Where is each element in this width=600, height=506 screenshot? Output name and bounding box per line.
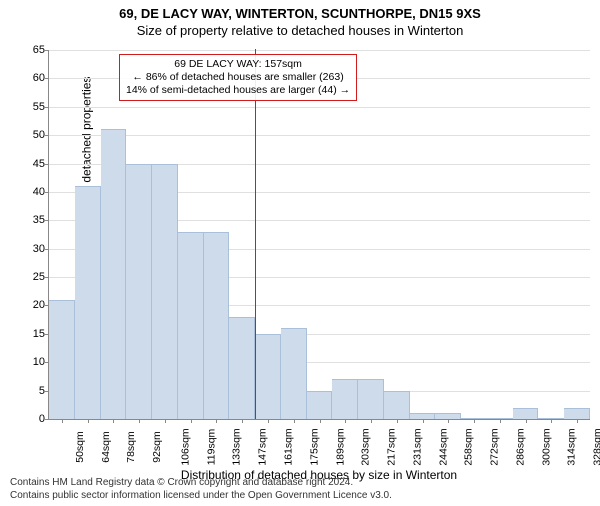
reference-line (255, 49, 256, 419)
x-tick-label: 161sqm (283, 428, 295, 465)
histogram-bar (152, 164, 178, 419)
histogram-bar (255, 334, 281, 419)
y-tick-label: 60 (23, 72, 45, 84)
y-tick-label: 10 (23, 356, 45, 368)
y-tick-mark (45, 277, 49, 278)
annotation-line: ← 86% of detached houses are smaller (26… (126, 71, 350, 84)
x-tick-label: 92sqm (151, 431, 163, 463)
chart-container: Number of detached properties 0510152025… (48, 50, 590, 420)
x-tick-mark (500, 419, 501, 423)
footer-notice: Contains HM Land Registry data © Crown c… (10, 476, 392, 502)
chart-title-sub: Size of property relative to detached ho… (0, 23, 600, 38)
histogram-bar (332, 379, 358, 419)
x-tick-mark (113, 419, 114, 423)
gridline (49, 50, 590, 51)
y-tick-mark (45, 50, 49, 51)
x-tick-mark (242, 419, 243, 423)
x-tick-label: 258sqm (463, 428, 475, 465)
x-tick-label: 78sqm (125, 431, 137, 463)
x-tick-mark (397, 419, 398, 423)
x-tick-mark (526, 419, 527, 423)
y-tick-label: 35 (23, 214, 45, 226)
y-tick-label: 50 (23, 129, 45, 141)
y-tick-label: 30 (23, 243, 45, 255)
annotation-line: 14% of semi-detached houses are larger (… (126, 84, 350, 97)
annotation-box: 69 DE LACY WAY: 157sqm← 86% of detached … (119, 54, 357, 101)
y-tick-label: 65 (23, 44, 45, 56)
x-tick-mark (577, 419, 578, 423)
footer-line-2: Contains public sector information licen… (10, 489, 392, 502)
x-tick-label: 286sqm (515, 428, 527, 465)
x-tick-mark (191, 419, 192, 423)
y-tick-label: 45 (23, 158, 45, 170)
x-tick-mark (165, 419, 166, 423)
x-tick-mark (62, 419, 63, 423)
histogram-bar (178, 232, 204, 419)
x-tick-mark (423, 419, 424, 423)
x-tick-mark (294, 419, 295, 423)
histogram-bar (358, 379, 384, 419)
x-tick-label: 328sqm (592, 428, 600, 465)
x-tick-label: 217sqm (386, 428, 398, 465)
y-tick-mark (45, 164, 49, 165)
y-tick-mark (45, 78, 49, 79)
x-tick-label: 203sqm (360, 428, 372, 465)
annotation-line: 69 DE LACY WAY: 157sqm (126, 58, 350, 71)
x-tick-mark (88, 419, 89, 423)
chart-title-main: 69, DE LACY WAY, WINTERTON, SCUNTHORPE, … (0, 6, 600, 21)
x-tick-label: 106sqm (180, 428, 192, 465)
histogram-bar (126, 164, 152, 419)
histogram-bar (101, 129, 127, 419)
x-tick-mark (371, 419, 372, 423)
y-tick-label: 55 (23, 101, 45, 113)
histogram-bar (384, 391, 410, 419)
histogram-bar (75, 186, 101, 419)
x-tick-mark (320, 419, 321, 423)
histogram-bar (49, 300, 75, 419)
y-tick-mark (45, 192, 49, 193)
gridline (49, 135, 590, 136)
histogram-bar (307, 391, 333, 419)
x-tick-mark (551, 419, 552, 423)
histogram-bar (513, 408, 539, 419)
histogram-bar (229, 317, 255, 419)
x-tick-label: 272sqm (489, 428, 501, 465)
x-tick-mark (448, 419, 449, 423)
x-tick-label: 231sqm (411, 428, 423, 465)
y-tick-label: 15 (23, 328, 45, 340)
gridline (49, 107, 590, 108)
y-tick-label: 5 (23, 385, 45, 397)
x-tick-mark (216, 419, 217, 423)
x-tick-label: 119sqm (205, 429, 217, 466)
y-tick-label: 20 (23, 299, 45, 311)
x-tick-label: 300sqm (540, 428, 552, 465)
x-tick-mark (268, 419, 269, 423)
x-tick-mark (345, 419, 346, 423)
x-tick-label: 64sqm (99, 431, 111, 463)
x-tick-label: 314sqm (566, 428, 578, 465)
y-tick-mark (45, 220, 49, 221)
y-tick-label: 25 (23, 271, 45, 283)
y-tick-mark (45, 107, 49, 108)
x-tick-mark (474, 419, 475, 423)
histogram-bar (204, 232, 230, 419)
x-tick-label: 244sqm (437, 428, 449, 465)
x-tick-label: 133sqm (231, 428, 243, 465)
x-tick-label: 147sqm (257, 428, 269, 465)
x-tick-mark (139, 419, 140, 423)
y-tick-mark (45, 135, 49, 136)
plot-area: 0510152025303540455055606550sqm64sqm78sq… (48, 50, 590, 420)
y-tick-mark (45, 419, 49, 420)
histogram-bar (281, 328, 307, 419)
footer-line-1: Contains HM Land Registry data © Crown c… (10, 476, 392, 489)
x-tick-label: 189sqm (334, 428, 346, 465)
x-tick-label: 50sqm (74, 431, 86, 463)
y-tick-mark (45, 249, 49, 250)
y-tick-label: 0 (23, 413, 45, 425)
histogram-bar (564, 408, 590, 419)
x-tick-label: 175sqm (308, 428, 320, 465)
y-tick-label: 40 (23, 186, 45, 198)
